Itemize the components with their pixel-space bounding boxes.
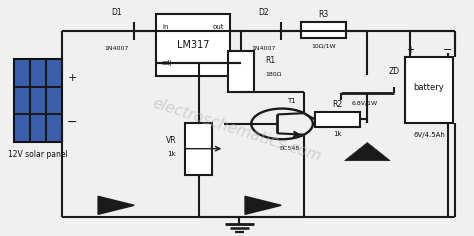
Text: 10Ω/1W: 10Ω/1W bbox=[311, 43, 336, 49]
Text: ZD: ZD bbox=[389, 67, 400, 76]
Bar bbox=[315, 112, 360, 127]
Text: electroschematics.com: electroschematics.com bbox=[151, 95, 323, 164]
Text: +: + bbox=[406, 45, 414, 55]
Text: 6V/4.5Ah: 6V/4.5Ah bbox=[413, 131, 445, 138]
Text: +: + bbox=[67, 73, 77, 83]
Bar bbox=[228, 51, 254, 92]
Text: 12V solar panel: 12V solar panel bbox=[8, 150, 68, 159]
Bar bbox=[14, 59, 62, 142]
Bar bbox=[405, 57, 453, 123]
Text: R1: R1 bbox=[265, 56, 275, 65]
Text: BC548: BC548 bbox=[279, 146, 299, 151]
Bar bbox=[156, 14, 230, 76]
Bar bbox=[301, 22, 346, 38]
Bar bbox=[185, 123, 212, 175]
Text: 6.8V/1W: 6.8V/1W bbox=[352, 101, 378, 106]
Text: out: out bbox=[213, 24, 224, 30]
Text: −: − bbox=[67, 116, 77, 129]
Text: 1N4007: 1N4007 bbox=[251, 46, 275, 51]
Text: −: − bbox=[443, 45, 453, 55]
Polygon shape bbox=[245, 196, 281, 214]
Text: adj: adj bbox=[162, 59, 173, 66]
Polygon shape bbox=[345, 143, 390, 161]
Text: D2: D2 bbox=[258, 8, 268, 17]
Text: 1k: 1k bbox=[333, 131, 342, 137]
Text: battery: battery bbox=[414, 83, 444, 92]
Text: R3: R3 bbox=[319, 10, 328, 19]
Text: in: in bbox=[162, 24, 169, 30]
Text: R2: R2 bbox=[333, 100, 343, 109]
Text: VR: VR bbox=[166, 136, 176, 145]
Text: D1: D1 bbox=[111, 8, 121, 17]
Text: 1k: 1k bbox=[168, 151, 176, 157]
Text: LM317: LM317 bbox=[177, 40, 210, 50]
Polygon shape bbox=[98, 196, 134, 214]
Text: 1N4007: 1N4007 bbox=[104, 46, 128, 51]
Text: T1: T1 bbox=[287, 98, 295, 105]
Text: 180Ω: 180Ω bbox=[265, 72, 282, 77]
